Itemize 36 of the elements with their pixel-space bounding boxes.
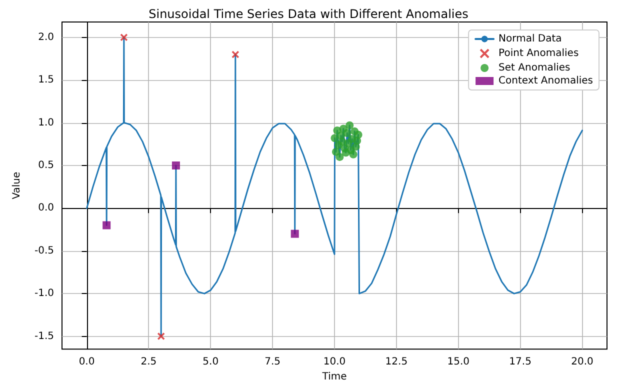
point [346,121,354,130]
y-tick-label: -1.0 [34,288,54,300]
x-tick-label: 7.5 [264,356,281,368]
point [290,230,299,238]
point [120,33,128,42]
y-tick-label: 0.0 [38,202,54,214]
x-tick-label: 12.5 [385,356,408,368]
y-tick-label: 0.5 [38,160,54,171]
x-axis-title: Time [321,372,347,382]
y-axis-title: Value [12,172,22,200]
chart-title: Sinusoidal Time Series Data with Different Anomalies [148,7,468,21]
point [172,161,180,170]
point [354,130,362,139]
point [343,129,352,138]
legend-label: Point Anomalies [498,48,579,59]
x-tick-label: 0.0 [78,356,95,368]
x-tick-label: 2.5 [140,356,157,368]
y-tick-label: 1.5 [38,74,54,86]
y-tick-label: -1.5 [34,330,54,342]
point [336,152,344,161]
y-tick-label: 1.0 [38,117,54,128]
legend-label: Context Anomalies [498,76,594,86]
point [349,150,358,158]
point [102,221,111,230]
legend-label: Set Anomalies [498,62,570,74]
x-tick-label: 15.0 [447,356,470,368]
x-tick-label: 5.0 [202,356,219,368]
legend-label: Normal Data [498,34,562,44]
y-tick-label: -0.5 [34,245,54,256]
y-tick-label: 2.0 [38,32,54,43]
point [157,332,165,340]
x-tick-label: 20.0 [571,356,594,368]
x-tick-label: 10.0 [323,356,346,368]
x-tick-label: 17.5 [509,356,532,368]
point [232,50,240,58]
point [330,134,339,142]
